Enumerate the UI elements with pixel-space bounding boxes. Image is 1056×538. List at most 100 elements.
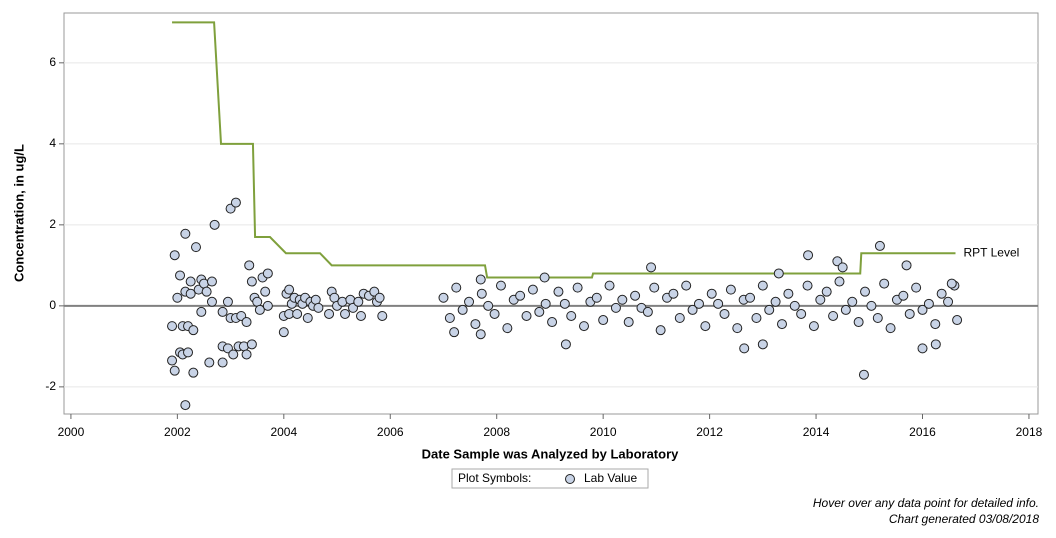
data-point[interactable]	[866, 300, 877, 311]
data-point[interactable]	[183, 347, 194, 358]
data-point[interactable]	[377, 310, 388, 321]
data-point[interactable]	[475, 329, 486, 340]
data-point[interactable]	[353, 296, 364, 307]
data-point[interactable]	[284, 284, 295, 295]
data-point[interactable]	[725, 284, 736, 295]
data-point[interactable]	[655, 325, 666, 336]
data-point[interactable]	[572, 282, 583, 293]
data-point[interactable]	[246, 339, 257, 350]
data-point[interactable]	[732, 323, 743, 334]
data-point[interactable]	[668, 288, 679, 299]
data-point[interactable]	[617, 294, 628, 305]
data-point[interactable]	[847, 296, 858, 307]
data-point[interactable]	[196, 306, 207, 317]
data-point[interactable]	[206, 276, 217, 287]
data-point[interactable]	[457, 304, 468, 315]
data-point[interactable]	[674, 313, 685, 324]
data-point[interactable]	[943, 296, 954, 307]
data-point[interactable]	[340, 308, 351, 319]
data-point[interactable]	[515, 290, 526, 301]
data-point[interactable]	[169, 365, 180, 376]
data-point[interactable]	[936, 288, 947, 299]
data-point[interactable]	[449, 327, 460, 338]
data-point[interactable]	[815, 294, 826, 305]
data-point[interactable]	[757, 280, 768, 291]
data-point[interactable]	[222, 296, 233, 307]
data-point[interactable]	[630, 290, 641, 301]
data-point[interactable]	[930, 339, 941, 350]
data-point[interactable]	[789, 300, 800, 311]
data-point[interactable]	[783, 288, 794, 299]
data-point[interactable]	[521, 310, 532, 321]
data-point[interactable]	[244, 260, 255, 271]
data-point[interactable]	[217, 306, 228, 317]
data-point[interactable]	[180, 228, 191, 239]
data-point[interactable]	[952, 315, 963, 326]
data-point[interactable]	[201, 286, 212, 297]
data-point[interactable]	[874, 240, 885, 251]
data-point[interactable]	[374, 292, 385, 303]
data-point[interactable]	[649, 282, 660, 293]
data-point[interactable]	[610, 302, 621, 313]
data-point[interactable]	[706, 288, 717, 299]
data-point[interactable]	[796, 308, 807, 319]
data-point[interactable]	[879, 278, 890, 289]
data-point[interactable]	[230, 197, 241, 208]
data-point[interactable]	[355, 310, 366, 321]
data-point[interactable]	[464, 296, 475, 307]
data-point[interactable]	[904, 308, 915, 319]
data-point[interactable]	[204, 357, 215, 368]
data-point[interactable]	[175, 270, 186, 281]
data-point[interactable]	[167, 355, 178, 366]
data-point[interactable]	[898, 290, 909, 301]
data-point[interactable]	[700, 321, 711, 332]
data-point[interactable]	[930, 319, 941, 330]
data-point[interactable]	[489, 308, 500, 319]
data-point[interactable]	[885, 323, 896, 334]
data-point[interactable]	[470, 319, 481, 330]
data-point[interactable]	[180, 400, 191, 411]
data-point[interactable]	[946, 278, 957, 289]
data-point[interactable]	[292, 308, 303, 319]
data-point[interactable]	[739, 343, 750, 354]
data-point[interactable]	[770, 296, 781, 307]
data-point[interactable]	[495, 280, 506, 291]
data-point[interactable]	[169, 250, 180, 261]
data-point[interactable]	[853, 317, 864, 328]
data-point[interactable]	[547, 317, 558, 328]
data-point[interactable]	[262, 300, 273, 311]
data-point[interactable]	[262, 268, 273, 279]
data-point[interactable]	[438, 292, 449, 303]
data-point[interactable]	[776, 319, 787, 330]
data-point[interactable]	[539, 272, 550, 283]
data-point[interactable]	[745, 292, 756, 303]
data-point[interactable]	[188, 367, 199, 378]
data-point[interactable]	[834, 276, 845, 287]
data-point[interactable]	[911, 282, 922, 293]
data-point[interactable]	[241, 317, 252, 328]
data-point[interactable]	[475, 274, 486, 285]
data-point[interactable]	[751, 313, 762, 324]
data-point[interactable]	[278, 327, 289, 338]
data-point[interactable]	[313, 302, 324, 313]
data-point[interactable]	[646, 262, 657, 273]
data-point[interactable]	[540, 298, 551, 309]
data-point[interactable]	[254, 304, 265, 315]
data-point[interactable]	[821, 286, 832, 297]
data-point[interactable]	[172, 292, 183, 303]
data-point[interactable]	[828, 310, 839, 321]
data-point[interactable]	[566, 310, 577, 321]
data-point[interactable]	[444, 313, 455, 324]
data-point[interactable]	[185, 288, 196, 299]
data-point[interactable]	[917, 343, 928, 354]
data-point[interactable]	[642, 306, 653, 317]
data-point[interactable]	[773, 268, 784, 279]
data-point[interactable]	[802, 280, 813, 291]
data-point[interactable]	[901, 260, 912, 271]
data-point[interactable]	[917, 304, 928, 315]
data-point[interactable]	[260, 286, 271, 297]
data-point[interactable]	[604, 280, 615, 291]
data-point[interactable]	[324, 308, 335, 319]
data-point[interactable]	[840, 304, 851, 315]
data-point[interactable]	[713, 298, 724, 309]
